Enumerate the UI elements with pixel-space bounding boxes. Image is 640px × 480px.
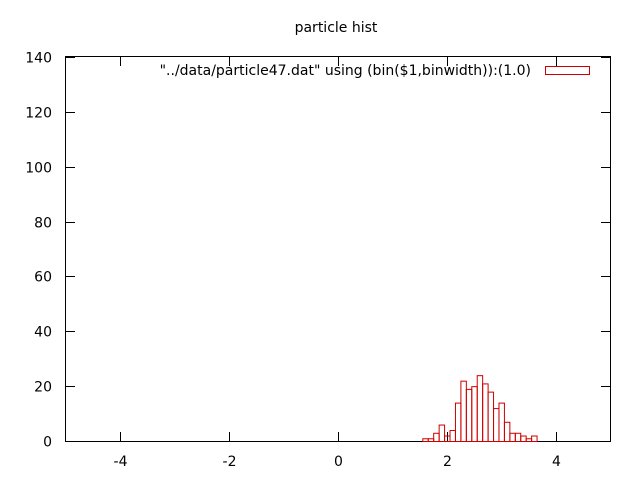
y-tick-label: 100	[25, 161, 52, 177]
histogram-bar	[525, 438, 533, 442]
histogram-bar	[438, 424, 446, 442]
histogram-bar	[476, 375, 484, 442]
plot-frame	[65, 56, 611, 442]
y-tick-label: 120	[25, 106, 52, 122]
x-tick-label: 4	[552, 454, 561, 470]
histogram-bar	[493, 408, 500, 443]
histogram-bars	[422, 375, 538, 443]
histogram-bar	[498, 402, 505, 443]
histogram-bar	[520, 435, 527, 442]
histogram-bar	[531, 435, 538, 442]
chart-title: particle hist	[295, 20, 378, 36]
x-tick-label: 2	[443, 454, 452, 470]
x-tick-label: -2	[223, 454, 237, 470]
histogram-bar	[422, 438, 429, 442]
histogram-bar	[460, 380, 467, 442]
x-tick-label: 0	[334, 454, 343, 470]
histogram-bar	[509, 432, 516, 442]
histogram-bar	[471, 386, 478, 442]
histogram-bar	[449, 430, 456, 442]
histogram-bar	[487, 391, 495, 442]
x-tick-label: -4	[114, 454, 128, 470]
histogram-bar	[454, 402, 462, 443]
histogram-bar	[503, 421, 511, 442]
y-tick-label: 20	[34, 380, 52, 396]
legend-label: "../data/particle47.dat" using (bin($1,b…	[160, 63, 531, 79]
y-tick-label: 60	[34, 270, 52, 286]
y-axis: 0 20 40 60 80 100 120 140	[25, 51, 610, 451]
y-tick-label: 80	[34, 216, 52, 232]
histogram-bar	[427, 438, 435, 442]
y-tick-label: 40	[34, 325, 52, 341]
histogram-bar	[482, 383, 489, 442]
histogram-bar	[514, 432, 522, 442]
y-tick-label: 0	[43, 435, 52, 451]
histogram-bar	[433, 432, 440, 442]
y-tick-label: 140	[25, 51, 52, 67]
x-axis: -4 -2 0 2 4	[114, 57, 561, 470]
legend-swatch	[545, 66, 590, 75]
histogram-bar	[465, 388, 473, 442]
legend: "../data/particle47.dat" using (bin($1,b…	[160, 63, 590, 79]
